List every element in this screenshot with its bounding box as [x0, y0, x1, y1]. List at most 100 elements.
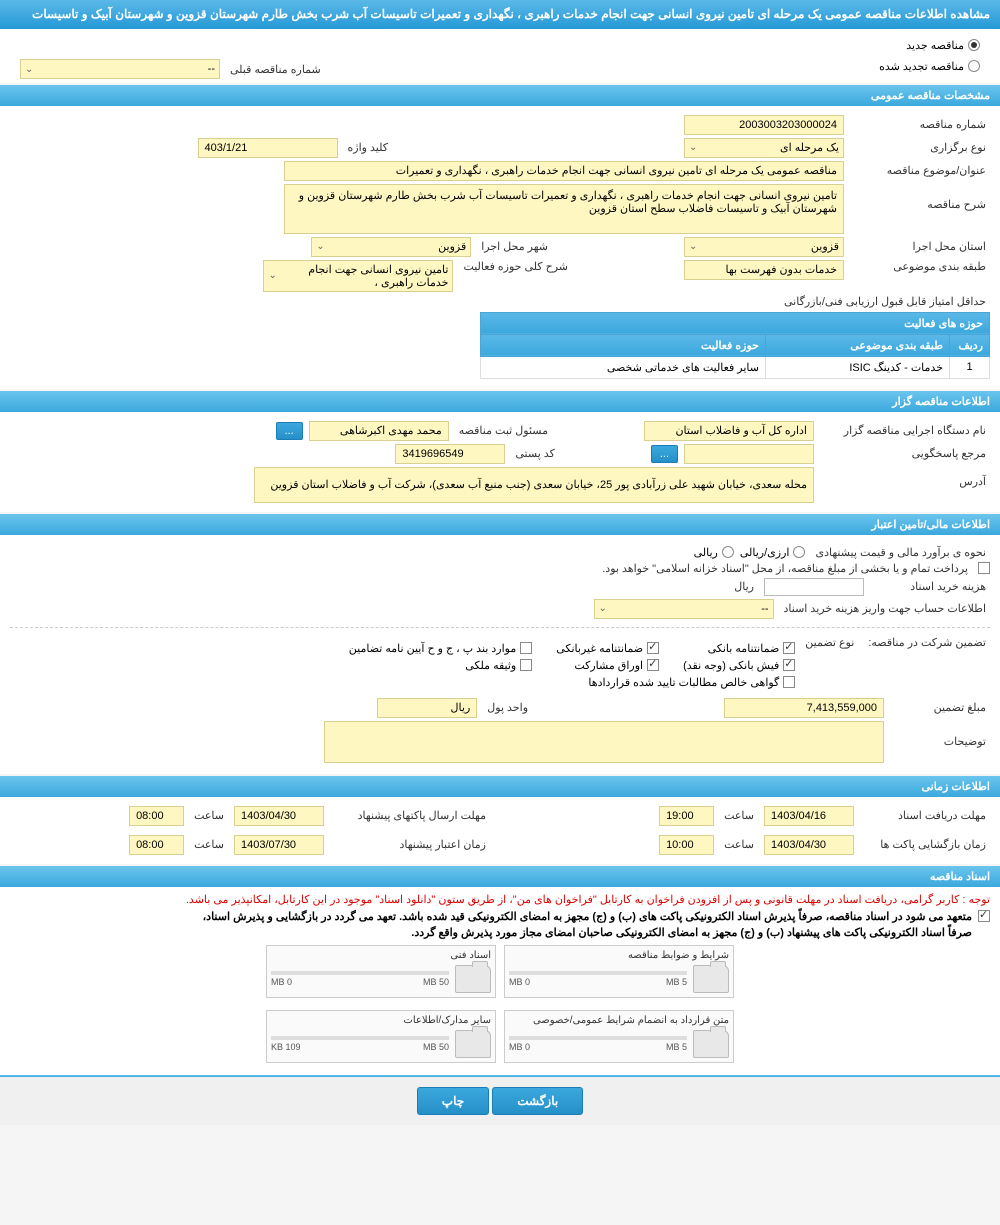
chk-property[interactable]: وثیقه ملکی	[349, 659, 532, 672]
keyword-label: کلید واژه	[344, 141, 392, 154]
chevron-down-icon: ⌄	[316, 241, 324, 252]
folder-icon	[693, 965, 729, 993]
type-value: یک مرحله ای	[780, 141, 839, 154]
section-timing: اطلاعات زمانی	[0, 776, 1000, 797]
submit-label: مهلت ارسال پاکتهای پیشنهاد	[330, 809, 490, 822]
doc-box[interactable]: اسناد فنی 50 MB0 MB	[266, 945, 496, 998]
radio-dot-icon	[793, 546, 805, 558]
min-score-label: حداقل امتیاز قابل قبول ارزیابی فنی/بازرگ…	[780, 295, 990, 308]
province-value: قزوین	[811, 240, 839, 253]
cell-category: خدمات - کدینگ ISIC	[765, 356, 949, 378]
type-label: نوع برگزاری	[850, 141, 990, 154]
chevron-down-icon: ⌄	[268, 270, 276, 281]
chk-net-claims[interactable]: گواهی خالص مطالبات تایید شده قراردادها	[349, 676, 796, 689]
doc-box[interactable]: متن قرارداد به انضمام شرایط عمومی/خصوصی …	[504, 1010, 734, 1063]
city-value: قزوین	[438, 240, 466, 253]
city-select[interactable]: قزوین ⌄	[311, 237, 471, 257]
treasury-note: پرداخت تمام و یا بخشی از مبلغ مناقصه، از…	[598, 562, 972, 575]
org-field: اداره کل آب و فاضلاب استان	[644, 421, 814, 441]
chevron-down-icon: ⌄	[689, 241, 697, 252]
section-financial: اطلاعات مالی/تامین اعتبار	[0, 514, 1000, 535]
province-label: استان محل اجرا	[850, 240, 990, 253]
validity-label: زمان اعتبار پیشنهاد	[330, 838, 490, 851]
category-label: طبقه بندی موضوعی	[850, 260, 990, 273]
deposit-info-label: اطلاعات حساب جهت واریز هزینه خرید اسناد	[780, 602, 990, 615]
desc-field: تامین نیروی انسانی جهت انجام خدمات راهبر…	[284, 184, 844, 234]
checkbox-icon	[783, 676, 795, 688]
radio-new-label: مناقصه جدید	[906, 39, 964, 52]
doc-title: متن قرارداد به انضمام شرایط عمومی/خصوصی	[509, 1015, 729, 1026]
tender-no-label: شماره مناقصه	[850, 118, 990, 131]
validity-date: 1403/07/30	[234, 835, 324, 855]
chk-bylaw[interactable]: موارد بند پ ، ج و ح آیین نامه تضامین	[349, 642, 532, 655]
progress-bar	[271, 1036, 449, 1040]
address-label: آدرس	[820, 467, 990, 488]
currency-unit-field: ریال	[377, 698, 477, 718]
doc-box[interactable]: سایر مدارک/اطلاعات 50 MB109 KB	[266, 1010, 496, 1063]
province-select[interactable]: قزوین ⌄	[684, 237, 844, 257]
notes-label: توضیحات	[890, 721, 990, 748]
commit-text-2: صرفاً اسناد الکترونیکی پاکت های پیشنهاد …	[10, 926, 990, 939]
subject-field: مناقصه عمومی یک مرحله ای تامین نیروی انس…	[284, 161, 844, 181]
open-time: 10:00	[659, 835, 714, 855]
radio-rial-label: ریالی	[694, 546, 718, 559]
docs-notice: توجه : کاربر گرامی، دریافت اسناد در مهلت…	[10, 893, 990, 906]
hour-label-1: ساعت	[720, 809, 758, 822]
folder-icon	[693, 1030, 729, 1058]
chk-nonbank-guarantee[interactable]: ضمانتنامه غیربانکی	[556, 642, 659, 655]
hour-label-2: ساعت	[720, 838, 758, 851]
radio-new-tender[interactable]: مناقصه جدید	[906, 39, 980, 52]
address-field: محله سعدی، خیابان شهید علی زرآبادی پور 2…	[254, 467, 814, 503]
reply-more-button[interactable]: ...	[651, 445, 678, 463]
back-button[interactable]: بازگشت	[492, 1087, 583, 1115]
org-label: نام دستگاه اجرایی مناقصه گزار	[820, 424, 990, 437]
checkbox-icon	[520, 659, 532, 671]
doc-title: اسناد فنی	[271, 950, 491, 961]
deposit-select[interactable]: -- ⌄	[594, 599, 774, 619]
commit-checkbox[interactable]	[978, 910, 990, 922]
amount-label: مبلغ تضمین	[890, 701, 990, 714]
th-category: طبقه بندی موضوعی	[765, 334, 949, 356]
radio-dot-icon	[722, 546, 734, 558]
subject-label: عنوان/موضوع مناقصه	[850, 164, 990, 177]
chk-bank-guarantee[interactable]: ضمانتنامه بانکی	[683, 642, 795, 655]
validity-time: 08:00	[129, 835, 184, 855]
checkbox-icon	[647, 642, 659, 654]
progress-bar	[509, 1036, 687, 1040]
method-label: نحوه ی برآورد مالی و قیمت پیشنهادی	[811, 546, 990, 559]
treasury-checkbox[interactable]	[978, 562, 990, 574]
postal-field: 3419696549	[395, 444, 505, 464]
chk-bank-receipt[interactable]: فیش بانکی (وجه نقد)	[683, 659, 795, 672]
registrar-label: مسئول ثبت مناقصه	[455, 424, 552, 437]
doc-deadline-label: مهلت دریافت اسناد	[860, 809, 990, 822]
type-select[interactable]: یک مرحله ای ⌄	[684, 138, 844, 158]
hour-label-3: ساعت	[190, 809, 228, 822]
domain-desc-select[interactable]: تامین نیروی انسانی جهت انجام خدمات راهبر…	[263, 260, 453, 292]
radio-currency[interactable]: ارزی/ریالی	[740, 546, 806, 559]
cell-domain: سایر فعالیت های خدماتی شخصی	[481, 356, 766, 378]
chk-partnership[interactable]: اوراق مشارکت	[556, 659, 659, 672]
activity-table: حوزه های فعالیت ردیف طبقه بندی موضوعی حو…	[480, 312, 990, 379]
section-general: مشخصات مناقصه عمومی	[0, 85, 1000, 106]
print-button[interactable]: چاپ	[417, 1087, 489, 1115]
currency-unit-label: واحد پول	[483, 701, 532, 714]
notes-field[interactable]	[324, 721, 884, 763]
rial-unit: ریال	[730, 580, 758, 593]
doc-cost-input[interactable]	[764, 578, 864, 596]
th-domain: حوزه فعالیت	[481, 334, 766, 356]
radio-renewed-tender[interactable]: مناقصه تجدید شده	[879, 60, 980, 73]
radio-renewed-label: مناقصه تجدید شده	[879, 60, 964, 73]
radio-rial[interactable]: ریالی	[694, 546, 734, 559]
domain-desc-label: شرح کلی حوزه فعالیت	[459, 260, 572, 273]
tender-no-field: 2003003203000024	[684, 115, 844, 135]
registrar-field: محمد مهدی اکبرشاهی	[309, 421, 449, 441]
hour-label-4: ساعت	[190, 838, 228, 851]
registrar-more-button[interactable]: ...	[276, 422, 303, 440]
progress-bar	[271, 971, 449, 975]
open-date: 1403/04/30	[764, 835, 854, 855]
doc-box[interactable]: شرایط و ضوابط مناقصه 5 MB0 MB	[504, 945, 734, 998]
cell-n: 1	[950, 356, 990, 378]
prev-tender-label: شماره مناقصه قبلی	[226, 63, 325, 76]
prev-tender-select[interactable]: -- ⌄	[20, 59, 220, 79]
reply-label: مرجع پاسخگویی	[820, 447, 990, 460]
